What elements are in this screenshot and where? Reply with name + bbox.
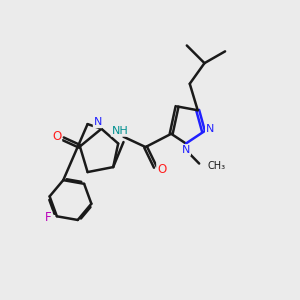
Text: NH: NH: [112, 126, 128, 136]
Text: O: O: [52, 130, 61, 143]
Text: CH₃: CH₃: [207, 161, 226, 171]
Text: N: N: [182, 145, 190, 155]
Text: N: N: [94, 117, 102, 127]
Text: F: F: [45, 211, 51, 224]
Text: N: N: [206, 124, 214, 134]
Text: O: O: [157, 163, 167, 176]
